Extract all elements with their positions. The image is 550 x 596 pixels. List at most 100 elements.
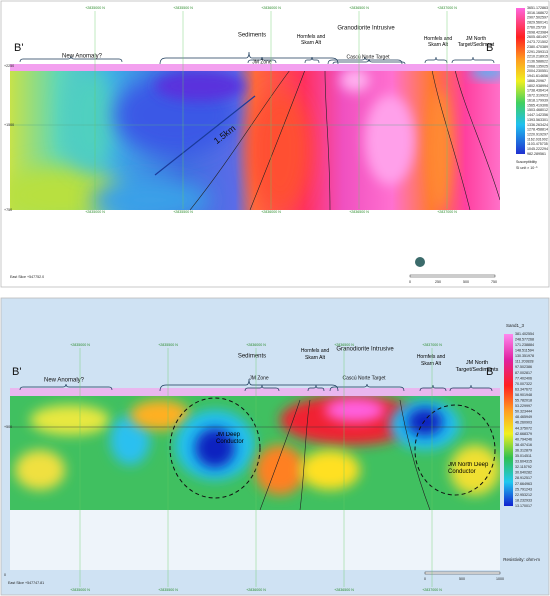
logo	[415, 257, 425, 267]
colorbar-label: 2210.218915	[527, 55, 548, 59]
colorbar-label: 3016.168672	[527, 11, 548, 15]
colorbar-label: 63.347672	[515, 387, 532, 391]
colorbar-label: 3651.172863	[527, 6, 548, 10]
colorbar-label: 35.014511	[515, 454, 532, 458]
colorbar-label: 2136.588622	[527, 59, 548, 63]
northing-label: +2835500 N	[173, 6, 193, 10]
annotation: New Anomaly?	[44, 378, 85, 384]
annotation: Granodiorite Intrusive	[336, 347, 394, 353]
northing-label: +2836000 N	[261, 210, 281, 214]
northing-label: +2837000 N	[422, 343, 442, 347]
annotation: JM Zone	[249, 375, 269, 381]
colorbar-label: 1393.563301	[527, 118, 548, 122]
colorbar-label: 982.289561	[527, 152, 546, 156]
annotation: JM Deep Conductor	[216, 432, 244, 445]
annotation: JM Zone	[252, 59, 272, 65]
colorbar-label: 2380.470389	[527, 45, 548, 49]
elevation-label: +1500	[4, 123, 14, 127]
colorbar-label: 2760.25739	[527, 25, 546, 29]
colorbar-label: 30.640282	[515, 471, 532, 475]
colorbar-label: 1162.031002	[527, 137, 548, 141]
northing-label: +2836000 N	[246, 343, 266, 347]
colorbar-label: 1941.614656	[527, 74, 548, 78]
topography-band	[10, 64, 500, 71]
colorbar-label: 46.260903	[515, 421, 532, 425]
northing-label: +2835500 N	[173, 210, 193, 214]
scale-label: 250	[435, 280, 441, 284]
colorbar-label: 55.782018	[515, 399, 532, 403]
annotation: Hornfels and Skarn Alt	[423, 36, 453, 48]
colorbar-label: 1220.919297	[527, 132, 548, 136]
scale-bar	[424, 571, 501, 575]
colorbar-label: 48.465949	[515, 415, 532, 419]
section-end: B'	[14, 42, 23, 54]
colorbar-label: 97.502386	[515, 365, 532, 369]
annotation: Granodiorite Intrusive	[337, 26, 395, 32]
annotation: JM North Target/Sediment	[457, 36, 495, 48]
colorbar-label: 50.323444	[515, 410, 532, 414]
northing-label: +2836000 N	[246, 588, 266, 592]
annotation: Sediments	[238, 354, 266, 360]
distance-arrow	[154, 95, 256, 176]
northing-label: +2835500 N	[158, 588, 178, 592]
scale-label: 500	[463, 280, 469, 284]
scale-label: 0	[424, 577, 426, 581]
colorbar-label: 27.664963	[515, 482, 532, 486]
colorbar-label: 1278.458814	[527, 128, 548, 132]
colorbar-label: 1618.179939	[527, 98, 548, 102]
colorbar-label: 1672.319923	[527, 94, 548, 98]
susceptibility-section	[10, 66, 500, 210]
section-end: B'	[12, 366, 21, 378]
colorbar-label: 44.375072	[515, 426, 532, 430]
northing-label: +2836500 N	[349, 6, 369, 10]
colorbar-label: 18.232933	[515, 498, 532, 502]
scale-bar	[409, 274, 496, 278]
colorbar	[504, 334, 513, 506]
colorbar-label: 42.668379	[515, 432, 532, 436]
colorbar-label: 22.953212	[515, 493, 532, 497]
colorbar-label: 2473.721502	[527, 40, 548, 44]
colorbar-label: 36.312879	[515, 448, 532, 452]
colorbar	[516, 8, 525, 154]
colorbar-label: 70.007322	[515, 382, 532, 386]
colorbar-unit: Resistivity: ohm-m	[503, 557, 540, 562]
annotation: Hornfels and Skarn Alt	[416, 354, 446, 367]
colorbar-label: 77.402406	[515, 376, 532, 380]
northing-label: +2837000 N	[422, 588, 442, 592]
colorbar-label: 32.115792	[515, 465, 532, 469]
colorbar-label: 40.794246	[515, 437, 532, 441]
ground-below	[10, 510, 500, 570]
annotation: Cascú Norte Target	[343, 375, 387, 381]
northing-label: +2835000 N	[70, 588, 90, 592]
colorbar-label: 87.002817	[515, 371, 532, 375]
annotation: New Anomaly?	[62, 54, 103, 60]
northing-label: +2836000 N	[261, 6, 281, 10]
elevation-label: +750	[4, 208, 12, 212]
colorbar-label: 381.402554	[515, 332, 534, 336]
colorbar-label: 38.407416	[515, 443, 532, 447]
northing-label: +2835000 N	[70, 343, 90, 347]
colorbar-label: 1866.20967	[527, 79, 546, 83]
colorbar-label: 28.912517	[515, 476, 532, 480]
colorbar-label: 1336.263424	[527, 123, 548, 127]
annotation: Hornfels and Skarn Alt	[296, 34, 326, 46]
colorbar-label: 1738.436414	[527, 89, 548, 93]
northing-label: +2836500 N	[334, 588, 354, 592]
annotation: Hornfels and Skarn Alt	[300, 348, 330, 361]
annotation: JM North Deep Conductor	[448, 462, 489, 475]
northing-label: +2837000 N	[437, 6, 457, 10]
colorbar-label: 248.577268	[515, 338, 534, 342]
top-panel: B' B New Anomaly? Sediments JM Zone Horn…	[0, 0, 550, 288]
northing-label: +2836500 N	[349, 210, 369, 214]
section-end: B	[486, 366, 493, 378]
northing-label: +2837000 N	[437, 210, 457, 214]
colorbar-label: 171.238884	[515, 343, 534, 347]
northing-label: +2835000 N	[85, 210, 105, 214]
annotation: JM North Target/Sediments	[455, 360, 499, 373]
colorbar-label: 13.170017	[515, 504, 532, 508]
colorbar-label: 148.511594	[515, 349, 534, 353]
colorbar-label: 2068.135025	[527, 64, 548, 68]
resistivity-section	[10, 395, 500, 510]
annotation: Cascú Norte Target	[347, 54, 391, 60]
